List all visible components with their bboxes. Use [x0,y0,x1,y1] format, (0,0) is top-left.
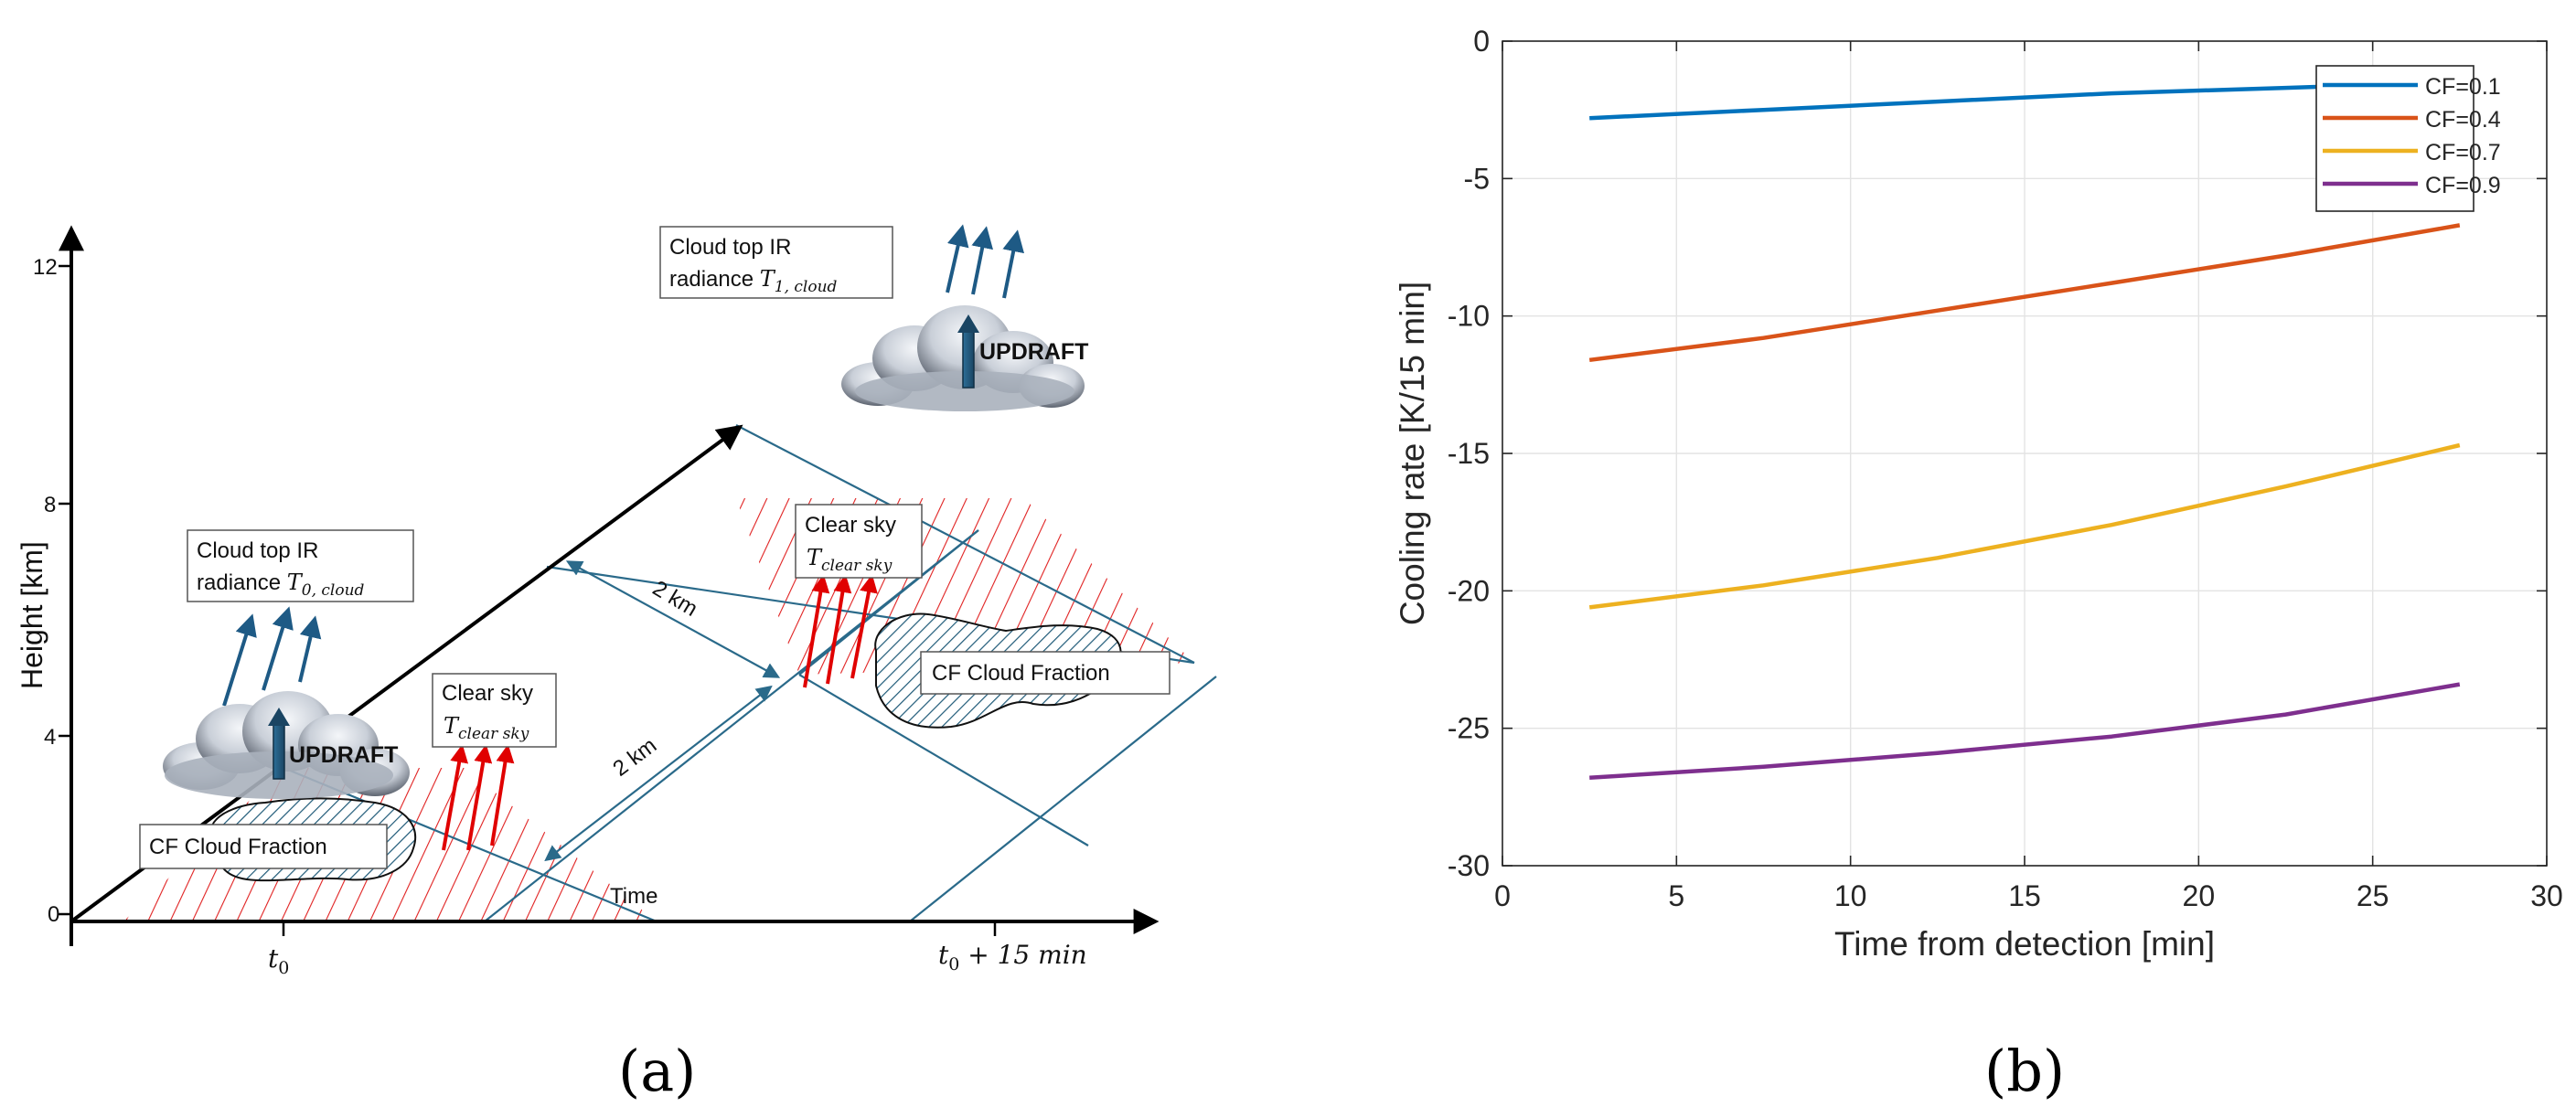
svg-text:radiance T1, cloud: radiance T1, cloud [669,266,838,296]
t0-label: t0 [268,943,289,978]
x-tick-label: 0 [1494,879,1511,912]
y-tick-label: -20 [1448,574,1490,607]
y-tick-label: -15 [1448,437,1490,470]
height-axis-label: Height [km] [16,541,48,689]
ir-arrows-t0 [222,606,322,707]
svg-text:radiance T0, cloud: radiance T0, cloud [197,570,365,600]
distance-label-2: 2 km [608,733,661,782]
svg-text:CF Cloud Fraction: CF Cloud Fraction [149,835,327,859]
x-tick-label: 30 [2530,879,2563,912]
height-tick-4: 4 [44,725,56,750]
y-axis-label: Cooling rate [K/15 min] [1394,282,1431,625]
cooling-rate-chart: 0 5 10 15 20 25 30 0 -5 -10 -15 -20 -25 -30 Time fro… [1394,25,2563,963]
x-axis-label: Time from detection [min] [1834,925,2215,963]
tick-marks [1502,40,2548,867]
y-tick-label: -25 [1448,712,1490,745]
t15-label: t0 + 15 min [938,940,1087,974]
svg-text:Cloud top IR: Cloud top IR [197,538,318,563]
height-ticks [59,264,997,936]
series-line-cf-0-9 [1589,682,2461,781]
updraft-label-t15: UPDRAFT [979,339,1088,365]
x-tick-label: 25 [2357,879,2389,912]
distance-arrow-2 [544,685,773,862]
legend-label: CF=0.9 [2425,173,2501,198]
cloud-top-ir-box-t0: Cloud top IR radiance T0, cloud [187,529,414,602]
svg-text:Clear sky: Clear sky [442,681,533,706]
x-tick-label: 20 [2183,879,2216,912]
legend-box [2315,65,2474,212]
updraft-label-t0: UPDRAFT [289,742,398,768]
updraft-arrow-t0 [268,708,290,780]
height-tick-8: 8 [44,493,56,517]
clear-sky-arrows-t15 [803,574,878,688]
x-tick-label: 10 [1834,879,1867,912]
panel-label-b: (b) [1984,1038,2065,1104]
cloud-t15 [841,305,1085,411]
legend-label: CF=0.1 [2425,74,2501,100]
legend-label: CF=0.7 [2425,140,2501,165]
series-line-cf-0-7 [1588,442,2461,610]
schematic-diagram: 2 km 2 km 12 8 4 0 Height [km] t0 t0 + 1… [16,224,1217,978]
series-line-cf-0-4 [1588,223,2461,363]
updraft-arrow-t15 [957,314,979,389]
cloud-fraction-box-t15: CF Cloud Fraction [920,651,1170,695]
x-tick-label: 15 [2008,879,2041,912]
series-line-cf-0-1 [1589,80,2460,121]
y-tick-label: 0 [1473,25,1490,58]
cloud-fraction-box-t0: CF Cloud Fraction [139,824,388,869]
panel-label-a: (a) [618,1038,696,1104]
svg-text:Cloud top IR: Cloud top IR [669,235,791,260]
y-tick-labels: 0 -5 -10 -15 -20 -25 -30 [1448,25,1490,882]
svg-text:Tclear sky: Tclear sky [444,713,529,743]
x-tick-labels: 0 5 10 15 20 25 30 [1494,879,2563,912]
legend-label: CF=0.4 [2425,107,2501,133]
clear-sky-box-t15: Clear sky Tclear sky [795,504,923,579]
ir-arrows-t15 [946,224,1025,299]
y-tick-label: -5 [1464,162,1490,195]
x-tick-label: 5 [1668,879,1684,912]
clear-sky-arrows-t0 [442,744,515,851]
cloud-top-ir-box-t15: Cloud top IR radiance T1, cloud [659,226,893,299]
svg-text:Tclear sky: Tclear sky [807,545,893,575]
y-tick-label: -30 [1448,849,1490,882]
clear-sky-box-t0: Clear sky Tclear sky [432,673,557,748]
svg-text:CF Cloud Fraction: CF Cloud Fraction [932,661,1110,686]
distance-arrow-1 [565,560,781,678]
y-tick-label: -10 [1448,300,1490,333]
height-tick-0: 0 [48,902,59,927]
svg-text:Clear sky: Clear sky [805,513,896,538]
cloud-t0 [163,691,410,799]
height-tick-12: 12 [33,255,58,280]
time-label: Time [610,884,657,909]
distance-label-1: 2 km [648,576,701,622]
legend: CF=0.1 CF=0.4 CF=0.7 CF=0.9 [2315,65,2501,212]
series-lines [1588,80,2461,781]
